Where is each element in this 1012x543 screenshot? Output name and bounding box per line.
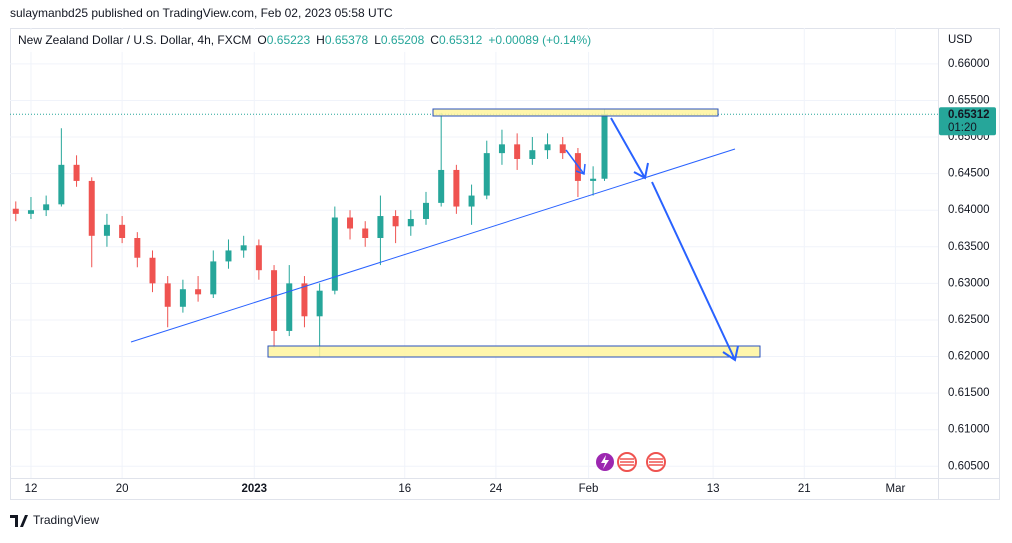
- axes: 0.660000.655000.650000.645000.640000.635…: [25, 58, 996, 495]
- ohlc-key: O: [257, 33, 266, 47]
- candle-body: [422, 202, 429, 219]
- y-tick-label: 0.60500: [948, 460, 990, 472]
- ohlc-value: 0.65312: [439, 33, 483, 47]
- candle-body: [255, 245, 262, 271]
- x-tick-label: 24: [489, 483, 502, 495]
- candle-body: [559, 144, 566, 154]
- y-tick-label: 0.65500: [948, 94, 990, 106]
- candle-body: [301, 283, 308, 317]
- arrow: [565, 149, 586, 176]
- candle-body: [331, 217, 338, 291]
- legend-bg: [12, 30, 612, 52]
- candle-body: [119, 224, 126, 238]
- candle-body: [438, 169, 445, 203]
- ohlc-key: H: [316, 33, 325, 47]
- ohlc-key: C: [430, 33, 439, 47]
- projection-arrows: [565, 117, 739, 362]
- icon-glyph: [620, 458, 634, 466]
- candle-body: [134, 238, 141, 258]
- brand-name: TradingView: [33, 513, 99, 527]
- candle-body: [498, 144, 505, 154]
- candle-body: [43, 204, 50, 211]
- candle-body: [164, 283, 171, 307]
- support-zone: [267, 345, 761, 358]
- y-tick-label: 0.66000: [948, 58, 990, 70]
- candle-body: [468, 195, 475, 207]
- icon-glyph: [601, 455, 609, 469]
- candle-body: [544, 144, 551, 151]
- x-tick-label: 20: [116, 483, 129, 495]
- x-tick-label: 16: [398, 483, 411, 495]
- x-tick-label: Feb: [579, 483, 599, 495]
- y-tick-label: 0.61500: [948, 387, 990, 399]
- candle-body: [103, 224, 110, 236]
- candle-body: [195, 289, 202, 295]
- y-tick-label: 0.62500: [948, 314, 990, 326]
- x-tick-label: 13: [707, 483, 720, 495]
- y-tick-label: 0.63500: [948, 241, 990, 253]
- candle-body: [12, 208, 19, 214]
- last-price-tag: [939, 107, 996, 136]
- candle-body: [58, 164, 65, 205]
- y-tick-label: 0.64000: [948, 204, 990, 216]
- candle-body: [377, 216, 384, 238]
- candle-body: [240, 245, 247, 251]
- candle-body: [601, 114, 608, 179]
- arrow: [651, 181, 739, 362]
- candle-body: [73, 164, 80, 181]
- last-price-label: 0.65312: [948, 109, 990, 121]
- ohlc-key: L: [374, 33, 381, 47]
- candle-body: [316, 290, 323, 317]
- candle-body: [514, 144, 521, 159]
- plot-area: [10, 109, 938, 357]
- x-tick-label: Mar: [886, 483, 906, 495]
- candle-body: [362, 228, 369, 238]
- candle-body: [286, 283, 293, 331]
- candle-body: [407, 218, 414, 227]
- resistance-zone: [432, 108, 719, 117]
- change-value: +0.00089 (+0.14%): [488, 33, 591, 47]
- brand-logo: [10, 515, 28, 527]
- symbol-title: New Zealand Dollar / U.S. Dollar, 4h, FX…: [18, 33, 251, 47]
- grid: [10, 28, 938, 478]
- countdown-label: 01:20: [948, 122, 977, 134]
- y-tick-label: 0.63000: [948, 277, 990, 289]
- brand: TradingView: [10, 513, 99, 527]
- currency-label: USD: [948, 34, 972, 46]
- candle-body: [88, 180, 95, 236]
- chart-frame: [10, 28, 1000, 500]
- candle-body: [453, 169, 460, 207]
- y-tick-label: 0.62000: [948, 351, 990, 363]
- event-icons: [596, 452, 666, 472]
- x-tick-label: 2023: [242, 483, 268, 495]
- candle-body: [392, 216, 399, 227]
- candle-body: [271, 270, 278, 331]
- x-tick-label: 12: [25, 483, 38, 495]
- published-note: sulaymanbd25 published on TradingView.co…: [10, 6, 393, 20]
- candle-body: [179, 289, 186, 307]
- candle-body: [483, 153, 490, 196]
- trend-line: [130, 148, 736, 343]
- candle-body: [347, 217, 354, 229]
- icon-glyph: [649, 458, 663, 466]
- candle-body: [210, 261, 217, 295]
- candle-body: [149, 257, 156, 284]
- candle-body: [590, 178, 597, 181]
- ohlc-value: 0.65208: [381, 33, 425, 47]
- arrow: [610, 117, 649, 180]
- symbol-legend: New Zealand Dollar / U.S. Dollar, 4h, FX…: [18, 33, 591, 47]
- y-tick-label: 0.61000: [948, 424, 990, 436]
- ohlc-value: 0.65223: [267, 33, 311, 47]
- candle-body: [27, 210, 34, 214]
- candle-body: [529, 150, 536, 159]
- ohlc-value: 0.65378: [325, 33, 369, 47]
- x-tick-label: 21: [798, 483, 811, 495]
- drawings: [130, 108, 761, 362]
- y-tick-label: 0.64500: [948, 168, 990, 180]
- candle-body: [225, 250, 232, 262]
